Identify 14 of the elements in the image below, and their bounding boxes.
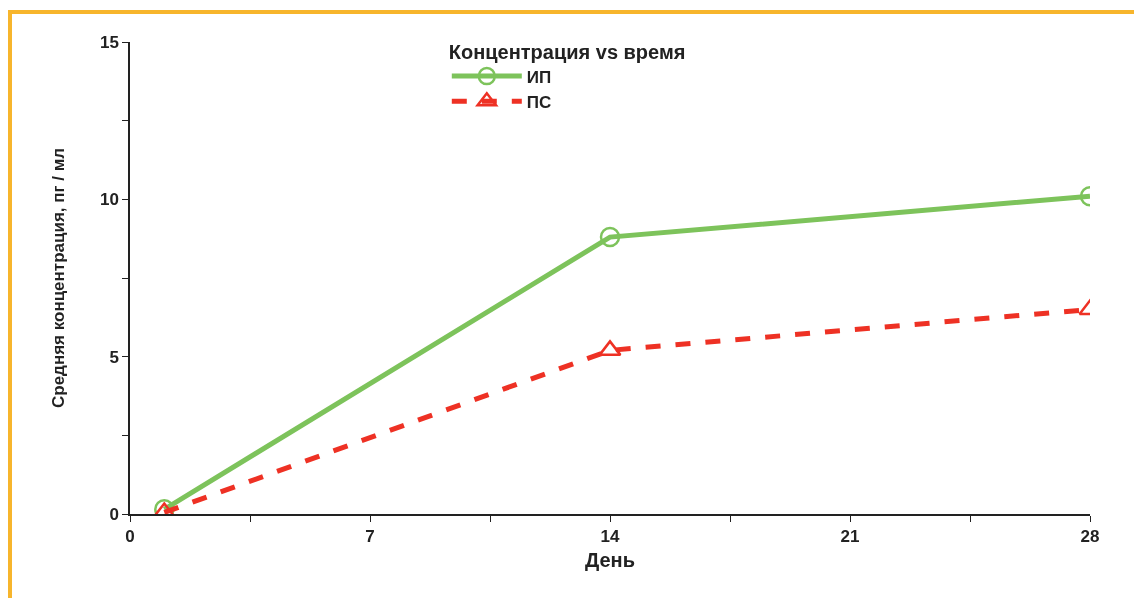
y-tick-label: 15	[99, 32, 119, 52]
x-tick-label: 14	[600, 527, 620, 547]
legend-label: ПС	[526, 92, 552, 112]
y-axis-title: Средняя концентрация, пг / мл	[49, 147, 68, 408]
x-tick-label: 7	[365, 527, 375, 547]
x-tick-label: 0	[125, 527, 135, 547]
y-tick-label: 0	[109, 504, 119, 524]
y-tick-label: 10	[99, 190, 119, 210]
x-tick-label: 28	[1080, 527, 1100, 547]
x-tick-label: 21	[840, 527, 860, 547]
y-tick-label: 5	[109, 347, 119, 367]
legend-label: ИП	[526, 67, 552, 87]
x-axis-title: День	[585, 549, 635, 572]
legend-title: Концентрация vs время	[448, 40, 686, 63]
